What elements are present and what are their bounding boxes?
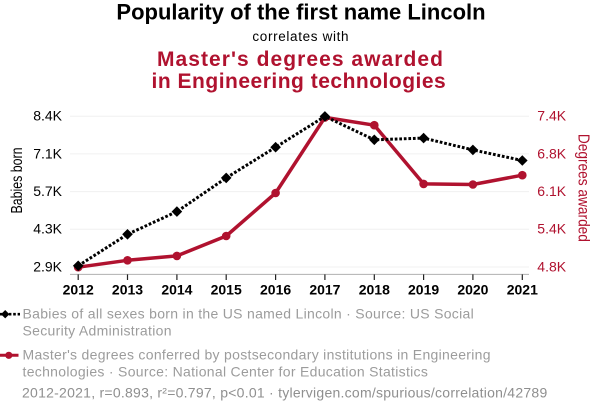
svg-text:2018: 2018	[359, 281, 390, 297]
svg-text:5.4K: 5.4K	[537, 221, 566, 237]
svg-text:2.9K: 2.9K	[33, 258, 62, 274]
svg-text:5.7K: 5.7K	[33, 183, 62, 199]
svg-text:Master's degrees conferred by: Master's degrees conferred by postsecond…	[23, 347, 491, 363]
svg-text:Security Administration: Security Administration	[23, 323, 172, 339]
svg-text:2017: 2017	[309, 281, 340, 297]
svg-text:Master's degrees awarded: Master's degrees awarded	[157, 48, 444, 71]
svg-text:2015: 2015	[211, 281, 242, 297]
svg-text:4.8K: 4.8K	[537, 258, 566, 274]
svg-text:2020: 2020	[457, 281, 488, 297]
svg-text:Popularity of the first name L: Popularity of the first name Lincoln	[116, 0, 485, 25]
svg-text:2016: 2016	[260, 281, 291, 297]
svg-text:correlates with: correlates with	[252, 29, 349, 44]
svg-text:in Engineering technologies: in Engineering technologies	[152, 70, 447, 93]
svg-text:2013: 2013	[112, 281, 143, 297]
svg-text:4.3K: 4.3K	[33, 221, 62, 237]
svg-text:2012-2021, r=0.893, r²=0.797,: 2012-2021, r=0.893, r²=0.797, p<0.01 · t…	[22, 384, 547, 400]
svg-text:6.8K: 6.8K	[537, 145, 566, 161]
svg-text:2012: 2012	[63, 281, 94, 297]
svg-text:8.4K: 8.4K	[33, 108, 62, 124]
svg-text:6.1K: 6.1K	[537, 183, 566, 199]
svg-text:7.4K: 7.4K	[537, 108, 566, 124]
svg-text:7.1K: 7.1K	[33, 145, 62, 161]
svg-text:2019: 2019	[408, 281, 439, 297]
svg-text:Degrees awarded: Degrees awarded	[575, 134, 592, 242]
svg-text:Babies born: Babies born	[9, 148, 26, 214]
svg-text:2014: 2014	[161, 281, 192, 297]
svg-text:Babies of all sexes born in th: Babies of all sexes born in the US named…	[23, 306, 475, 322]
svg-text:technologies · Source: Nationa: technologies · Source: National Center f…	[23, 364, 429, 380]
svg-text:2021: 2021	[507, 281, 538, 297]
